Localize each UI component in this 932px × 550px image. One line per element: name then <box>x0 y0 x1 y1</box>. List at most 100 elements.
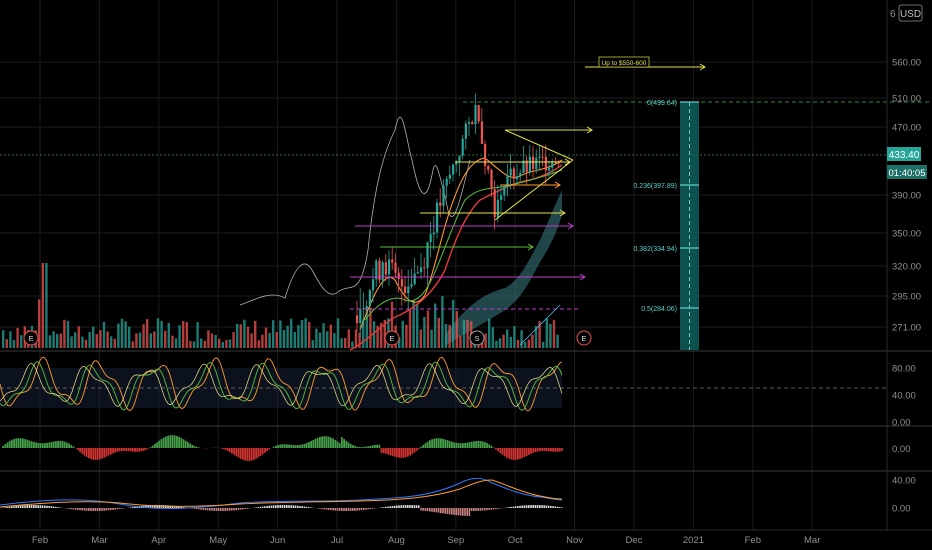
volume-bar <box>196 322 199 348</box>
macd-tick-label: 40.00 <box>892 476 916 487</box>
time-tick-label[interactable]: Feb <box>32 535 48 546</box>
momentum-bar <box>336 441 339 448</box>
candle <box>522 145 525 174</box>
time-tick-label[interactable]: Mar <box>804 535 820 546</box>
macd-histogram-bar <box>459 508 462 516</box>
volume-bar <box>106 331 109 348</box>
macd-histogram-bar <box>484 508 486 511</box>
target-annotation[interactable]: Up to $550-600 <box>598 56 650 68</box>
momentum-bar <box>277 444 279 448</box>
momentum-bar <box>514 448 517 460</box>
momentum-bar <box>149 447 152 448</box>
event-marker <box>469 330 485 346</box>
momentum-bar <box>15 438 18 448</box>
momentum-bar <box>303 443 306 448</box>
candle <box>519 169 522 181</box>
macd-histogram-bar <box>561 507 563 508</box>
volume-bar <box>99 330 102 348</box>
time-tick-label[interactable]: Mar <box>91 535 107 546</box>
momentum-bar <box>171 435 174 448</box>
candle <box>388 250 391 286</box>
macd-histogram-bar <box>433 508 435 513</box>
volume-bar <box>326 331 329 348</box>
momentum-bar <box>275 445 277 448</box>
candle <box>506 163 509 197</box>
macd-histogram-bar <box>275 505 277 508</box>
momentum-bar <box>39 443 42 448</box>
momentum-bar <box>470 441 473 448</box>
currency-selector[interactable]: 6 USD <box>890 4 923 22</box>
volume-bar <box>286 325 289 348</box>
momentum-bar <box>134 448 136 452</box>
volume-bar <box>437 317 440 348</box>
macd-histogram-bar <box>365 508 367 510</box>
volume-bar <box>509 336 512 348</box>
momentum-bar <box>158 440 161 448</box>
momentum-bar <box>237 448 240 458</box>
volume-bar <box>430 329 433 348</box>
macd-histogram-bar <box>246 508 248 509</box>
macd-histogram-bar <box>72 508 75 510</box>
volume-bar <box>362 319 365 348</box>
volume-bar <box>347 329 350 348</box>
macd-histogram-bar <box>286 505 288 508</box>
macd-histogram-bar <box>107 508 110 511</box>
momentum-bar <box>162 437 165 448</box>
volume-bar <box>412 300 415 348</box>
time-tick-label[interactable]: 2021 <box>683 535 704 546</box>
macd-histogram-bar <box>380 507 383 508</box>
candle <box>496 184 499 223</box>
time-tick-label[interactable]: Nov <box>566 535 583 546</box>
time-axis-labels[interactable]: Feb Mar Apr May Jun Jul Aug Sep Oct Nov Dec 2021 Feb… <box>32 535 821 546</box>
time-tick-label[interactable]: Jun <box>270 535 285 546</box>
macd-histogram-bar <box>319 508 321 509</box>
momentum-bar <box>347 442 350 448</box>
macd-histogram-bar <box>110 508 112 511</box>
volume-bar <box>282 330 286 348</box>
candle <box>426 241 429 285</box>
macd-histogram-bar <box>391 505 394 508</box>
time-tick-label[interactable]: Aug <box>388 535 405 546</box>
momentum-bar <box>521 448 524 458</box>
momentum-bar <box>6 442 9 448</box>
volume-bar <box>149 333 152 348</box>
macd-histogram-bar <box>182 507 185 508</box>
macd-histogram-bar <box>202 508 204 510</box>
momentum-bar <box>63 441 66 448</box>
momentum-bar <box>437 438 440 448</box>
momentum-bar <box>231 448 233 454</box>
momentum-bar <box>77 448 79 451</box>
volume-bar <box>63 319 66 348</box>
macd-histogram-bar <box>15 505 17 508</box>
macd-histogram-bar <box>398 505 400 508</box>
volume-bar <box>185 322 188 348</box>
macd-histogram-bar <box>217 508 220 511</box>
time-tick-label[interactable]: Jul <box>331 535 343 546</box>
volume-bar <box>232 332 235 348</box>
momentum-bar <box>398 448 400 458</box>
momentum-bar <box>33 441 35 448</box>
momentum-bar <box>154 444 156 448</box>
time-tick-label[interactable]: May <box>209 535 227 546</box>
macd-histogram-bar <box>68 508 70 509</box>
momentum-bar <box>66 442 68 448</box>
momentum-bar <box>385 448 387 454</box>
momentum-bar <box>2 446 4 448</box>
fib-level-label: 0(499.64) <box>647 100 677 107</box>
time-tick-label[interactable]: Dec <box>626 535 643 546</box>
time-tick-label[interactable]: Sep <box>447 535 464 546</box>
time-tick-label[interactable]: Apr <box>151 535 166 546</box>
time-tick-label[interactable]: Feb <box>745 535 761 546</box>
momentum-bar <box>338 443 341 448</box>
price-tick-label: 295.00 <box>892 292 921 303</box>
momentum-bar <box>466 442 469 448</box>
candle <box>500 185 503 212</box>
time-tick-label[interactable]: Oct <box>508 535 523 546</box>
candle-body <box>404 286 407 294</box>
fibonacci-tool[interactable]: 0(499.64) 0.236(397.89) 0.382(334.94) 0.5(2… <box>633 100 699 350</box>
macd-histogram-bar <box>237 508 240 510</box>
volume-bar <box>340 338 343 348</box>
volume-bar <box>423 317 426 348</box>
volume-bar <box>552 320 556 348</box>
